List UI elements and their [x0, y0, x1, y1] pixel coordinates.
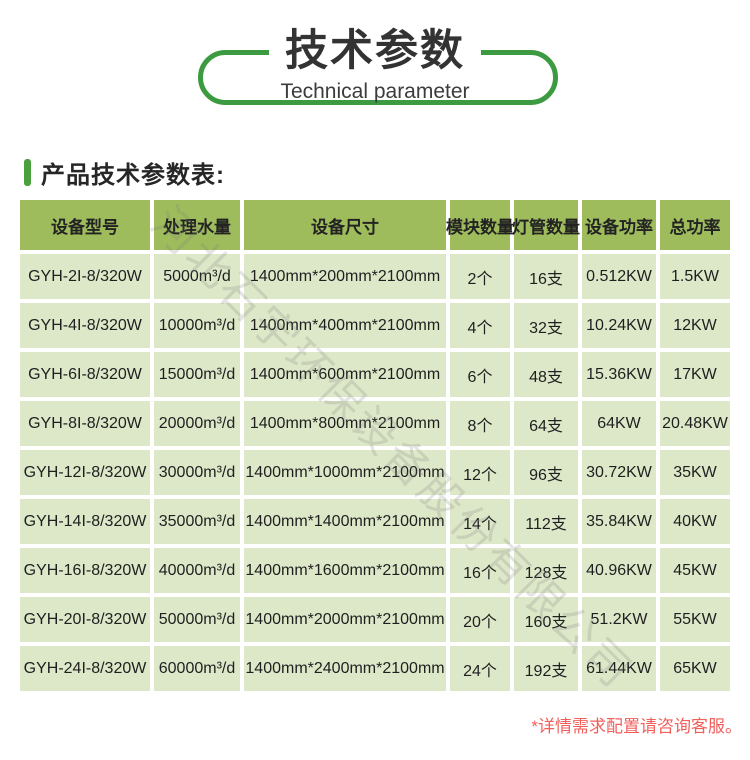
table-cell-r3-c0: GYH-8I-8/320W	[20, 401, 150, 446]
table-cell-r4-c6: 35KW	[660, 450, 730, 495]
table-cell-r8-c6: 65KW	[660, 646, 730, 691]
table-cell-r1-c6: 12KW	[660, 303, 730, 348]
table-header-cell-5: 设备功率	[582, 200, 656, 250]
table-cell-r5-c4: 112支	[514, 499, 578, 544]
table-cell-r4-c2: 1400mm*1000mm*2100mm	[244, 450, 446, 495]
table-cell-r7-c4: 160支	[514, 597, 578, 642]
table-cell-r7-c5: 51.2KW	[582, 597, 656, 642]
table-cell-r1-c1: 10000m³/d	[154, 303, 240, 348]
table-cell-r7-c1: 50000m³/d	[154, 597, 240, 642]
table-cell-r7-c6: 55KW	[660, 597, 730, 642]
section-accent-bar	[24, 159, 31, 186]
table-cell-r2-c3: 6个	[450, 352, 510, 397]
table-cell-r5-c0: GYH-14I-8/320W	[20, 499, 150, 544]
table-header-cell-1: 处理水量	[154, 200, 240, 250]
table-cell-r1-c2: 1400mm*400mm*2100mm	[244, 303, 446, 348]
section-label: 产品技术参数表:	[41, 162, 225, 189]
table-cell-r5-c6: 40KW	[660, 499, 730, 544]
page-subtitle: Technical parameter	[280, 80, 470, 103]
table-cell-r7-c2: 1400mm*2000mm*2100mm	[244, 597, 446, 642]
param-table: 设备型号 处理水量 设备尺寸 模块数量 灯管数量 设备功率 总功率 GYH-2I-8/320W…	[20, 200, 730, 691]
table-cell-r0-c1: 5000m³/d	[154, 254, 240, 299]
table-cell-r8-c2: 1400mm*2400mm*2100mm	[244, 646, 446, 691]
table-cell-r3-c6: 20.48KW	[660, 401, 730, 446]
table-cell-r6-c0: GYH-16I-8/320W	[20, 548, 150, 593]
table-cell-r3-c3: 8个	[450, 401, 510, 446]
table-cell-r8-c3: 24个	[450, 646, 510, 691]
table-cell-r2-c0: GYH-6I-8/320W	[20, 352, 150, 397]
table-cell-r6-c1: 40000m³/d	[154, 548, 240, 593]
table-cell-r4-c3: 12个	[450, 450, 510, 495]
table-cell-r2-c2: 1400mm*600mm*2100mm	[244, 352, 446, 397]
table-cell-r5-c3: 14个	[450, 499, 510, 544]
table-cell-r2-c4: 48支	[514, 352, 578, 397]
table-header-cell-4: 灯管数量	[512, 200, 580, 250]
table-cell-r5-c1: 35000m³/d	[154, 499, 240, 544]
section-heading: 产品技术参数表:	[24, 155, 225, 190]
table-cell-r1-c0: GYH-4I-8/320W	[20, 303, 150, 348]
table-cell-r0-c0: GYH-2I-8/320W	[20, 254, 150, 299]
table-cell-r6-c2: 1400mm*1600mm*2100mm	[244, 548, 446, 593]
table-cell-r1-c5: 10.24KW	[582, 303, 656, 348]
table-cell-r6-c3: 16个	[450, 548, 510, 593]
table-header-cell-2: 设备尺寸	[244, 200, 446, 250]
table-cell-r0-c2: 1400mm*200mm*2100mm	[244, 254, 446, 299]
table-cell-r1-c3: 4个	[450, 303, 510, 348]
table-cell-r4-c0: GYH-12I-8/320W	[20, 450, 150, 495]
table-cell-r0-c3: 2个	[450, 254, 510, 299]
table-cell-r5-c2: 1400mm*1400mm*2100mm	[244, 499, 446, 544]
table-cell-r0-c5: 0.512KW	[582, 254, 656, 299]
table-cell-r8-c1: 60000m³/d	[154, 646, 240, 691]
table-cell-r6-c6: 45KW	[660, 548, 730, 593]
footer-note: *详情需求配置请咨询客服。	[531, 717, 742, 736]
table-cell-r8-c4: 192支	[514, 646, 578, 691]
table-cell-r0-c4: 16支	[514, 254, 578, 299]
table-cell-r3-c5: 64KW	[582, 401, 656, 446]
table-cell-r4-c1: 30000m³/d	[154, 450, 240, 495]
table-cell-r5-c5: 35.84KW	[582, 499, 656, 544]
table-cell-r7-c0: GYH-20I-8/320W	[20, 597, 150, 642]
table-cell-r3-c2: 1400mm*800mm*2100mm	[244, 401, 446, 446]
table-header-cell-3: 模块数量	[446, 200, 514, 250]
table-cell-r3-c1: 20000m³/d	[154, 401, 240, 446]
table-cell-r2-c5: 15.36KW	[582, 352, 656, 397]
table-header-cell-0: 设备型号	[20, 200, 150, 250]
table-header-cell-6: 总功率	[660, 200, 730, 250]
table-cell-r4-c5: 30.72KW	[582, 450, 656, 495]
table-cell-r6-c4: 128支	[514, 548, 578, 593]
table-cell-r2-c1: 15000m³/d	[154, 352, 240, 397]
table-cell-r4-c4: 96支	[514, 450, 578, 495]
table-cell-r7-c3: 20个	[450, 597, 510, 642]
table-cell-r2-c6: 17KW	[660, 352, 730, 397]
page-title: 技术参数	[269, 27, 481, 76]
table-cell-r1-c4: 32支	[514, 303, 578, 348]
table-cell-r3-c4: 64支	[514, 401, 578, 446]
table-cell-r8-c0: GYH-24I-8/320W	[20, 646, 150, 691]
table-cell-r8-c5: 61.44KW	[582, 646, 656, 691]
table-cell-r0-c6: 1.5KW	[660, 254, 730, 299]
table-cell-r6-c5: 40.96KW	[582, 548, 656, 593]
